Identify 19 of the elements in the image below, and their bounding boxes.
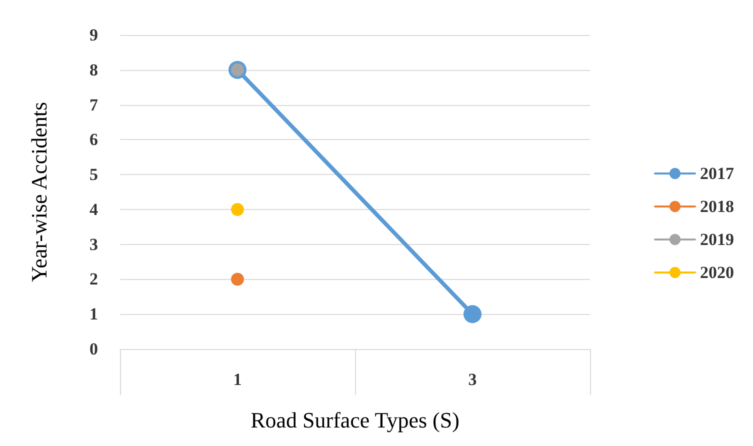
y-axis-title: Year-wise Accidents — [26, 102, 52, 282]
y-tick-label: 7 — [90, 95, 98, 114]
y-tick-label: 9 — [90, 26, 98, 44]
point — [231, 272, 244, 286]
y-tick-label: 8 — [90, 60, 98, 80]
legend-label: 2017 — [700, 164, 734, 183]
y-tick-label: 3 — [90, 234, 98, 254]
y-tick-label: 0 — [90, 340, 98, 358]
point — [464, 305, 482, 324]
x-axis-title: Road Surface Types (S) — [250, 408, 460, 432]
legend-label: 2019 — [700, 230, 734, 249]
legend-label: 2020 — [700, 263, 734, 282]
point — [231, 202, 244, 216]
y-tick-label: 2 — [90, 270, 98, 289]
y-tick-label: 6 — [90, 130, 98, 150]
y-tick-label: 4 — [90, 200, 98, 219]
y-tick-label: 1 — [90, 304, 98, 324]
legend-label: 2018 — [700, 197, 734, 216]
y-tick-label: 5 — [90, 165, 98, 184]
